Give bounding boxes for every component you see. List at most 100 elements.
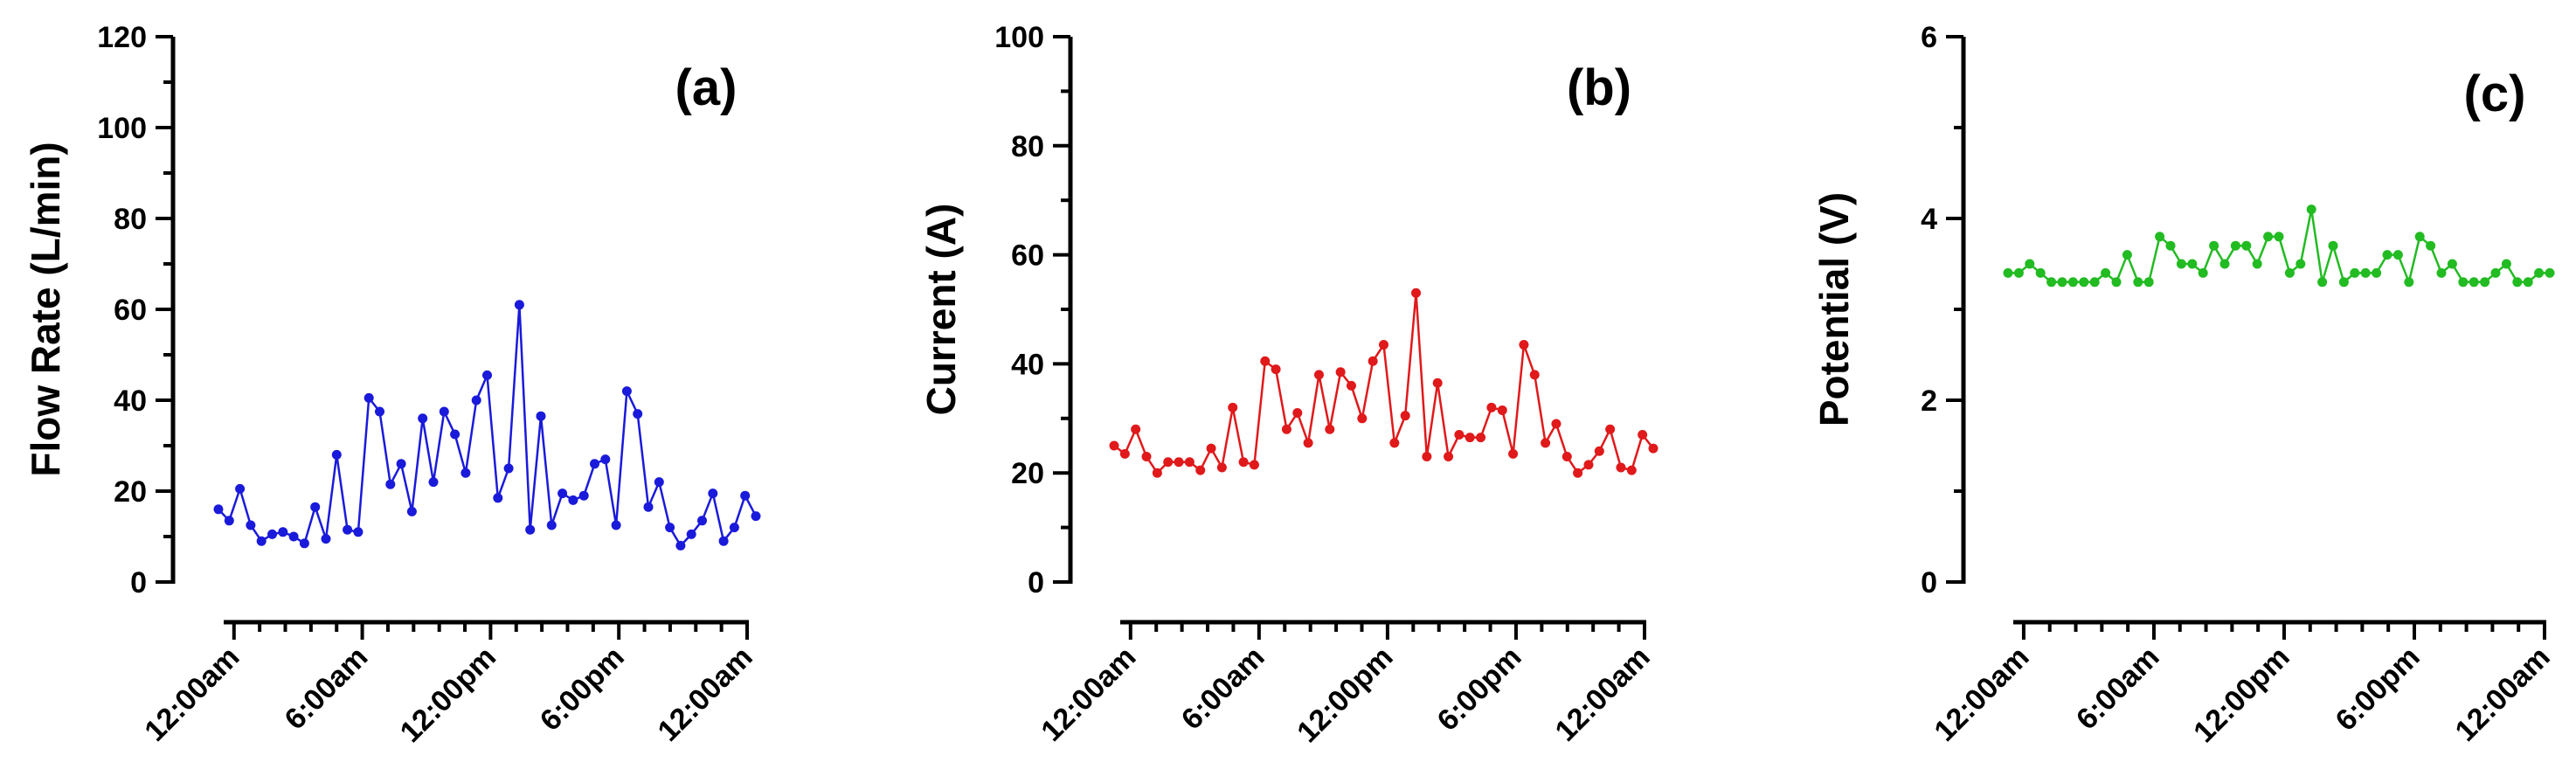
data-point <box>1551 419 1562 429</box>
data-point <box>493 493 503 503</box>
data-point <box>1605 424 1616 434</box>
data-point <box>2360 267 2371 278</box>
data-point <box>665 523 675 533</box>
data-point <box>525 524 536 535</box>
data-point <box>2534 267 2545 278</box>
data-point <box>1292 408 1303 419</box>
data-point <box>611 520 621 530</box>
data-point <box>2545 267 2555 278</box>
data-point <box>1249 460 1259 470</box>
data-point <box>557 488 568 499</box>
data-point <box>1508 448 1519 459</box>
data-point <box>2165 240 2176 251</box>
data-point <box>2296 259 2306 269</box>
data-point <box>2252 259 2262 269</box>
data-point <box>428 477 439 488</box>
data-point <box>375 406 384 417</box>
series-line <box>1113 293 1654 475</box>
data-point <box>406 506 417 516</box>
data-point <box>1454 430 1465 440</box>
data-point <box>213 504 224 515</box>
data-point <box>1163 457 1174 468</box>
data-point <box>2469 277 2479 288</box>
data-point <box>2198 267 2208 278</box>
data-point <box>1541 438 1551 448</box>
data-point <box>2338 277 2349 288</box>
data-point <box>1519 340 1529 350</box>
data-point <box>2480 277 2490 288</box>
data-point <box>1325 424 1335 434</box>
data-point <box>2306 204 2316 215</box>
panel-label: (c) <box>2464 66 2526 122</box>
data-point <box>310 502 321 512</box>
data-point <box>654 477 664 488</box>
data-point <box>503 463 514 474</box>
data-point <box>288 531 299 542</box>
data-point <box>1444 451 1454 461</box>
data-point <box>1335 367 1346 378</box>
data-point <box>568 495 578 505</box>
data-point <box>2122 250 2132 260</box>
x-tick-label: 6:00am <box>2070 641 2166 737</box>
data-point <box>1573 468 1583 478</box>
y-tick-label: 100 <box>97 112 147 145</box>
y-axis-title: Current (A) <box>918 204 964 416</box>
y-axis-title: Flow Rate (L/min) <box>23 142 68 476</box>
data-point <box>1562 451 1572 461</box>
data-point <box>1379 340 1388 350</box>
data-point <box>1422 451 1432 461</box>
y-tick-label: 60 <box>1011 239 1044 273</box>
data-point <box>2219 259 2230 269</box>
y-tick-label: 0 <box>1028 566 1044 599</box>
data-point <box>1648 443 1658 454</box>
x-tick-label: 12:00pm <box>394 641 502 749</box>
data-point <box>1195 465 1206 475</box>
data-point <box>1357 413 1368 424</box>
x-tick-label: 12:00am <box>652 641 759 748</box>
data-point <box>1228 402 1238 412</box>
data-point <box>2046 277 2057 288</box>
x-tick-label: 6:00am <box>279 641 375 737</box>
data-point <box>278 527 288 537</box>
data-point <box>418 413 428 424</box>
y-tick-label: 6 <box>1921 21 1937 54</box>
data-point <box>1152 468 1162 478</box>
data-point <box>514 300 524 310</box>
data-point <box>2382 250 2392 260</box>
data-point <box>1638 430 1648 440</box>
data-point <box>621 386 632 397</box>
data-point <box>2035 267 2046 278</box>
data-point <box>2501 259 2511 269</box>
data-point <box>2057 277 2067 288</box>
data-point <box>2372 267 2382 278</box>
x-tick-label: 12:00am <box>2449 641 2557 748</box>
data-point <box>1141 451 1152 461</box>
data-point <box>321 534 331 544</box>
data-point <box>1486 402 1497 412</box>
data-point <box>353 527 364 537</box>
x-tick-label: 12:00am <box>1549 641 1657 748</box>
data-point <box>2067 277 2078 288</box>
data-point <box>2230 240 2240 251</box>
data-point <box>643 502 654 512</box>
data-point <box>740 490 751 501</box>
x-tick-label: 6:00pm <box>534 641 631 738</box>
data-point <box>2187 259 2198 269</box>
data-point <box>2111 277 2122 288</box>
y-tick-label: 120 <box>97 21 147 54</box>
data-point <box>439 406 449 417</box>
data-point <box>1303 438 1313 448</box>
data-point <box>2263 232 2274 242</box>
x-tick-label: 6:00pm <box>2330 641 2427 738</box>
data-point <box>450 429 460 440</box>
data-point <box>1346 380 1356 391</box>
data-point <box>2392 250 2403 260</box>
data-point <box>1109 440 1119 451</box>
data-point <box>2101 267 2111 278</box>
data-point <box>2079 277 2089 288</box>
data-point <box>2523 277 2533 288</box>
data-point <box>364 392 374 403</box>
data-point <box>460 468 471 478</box>
